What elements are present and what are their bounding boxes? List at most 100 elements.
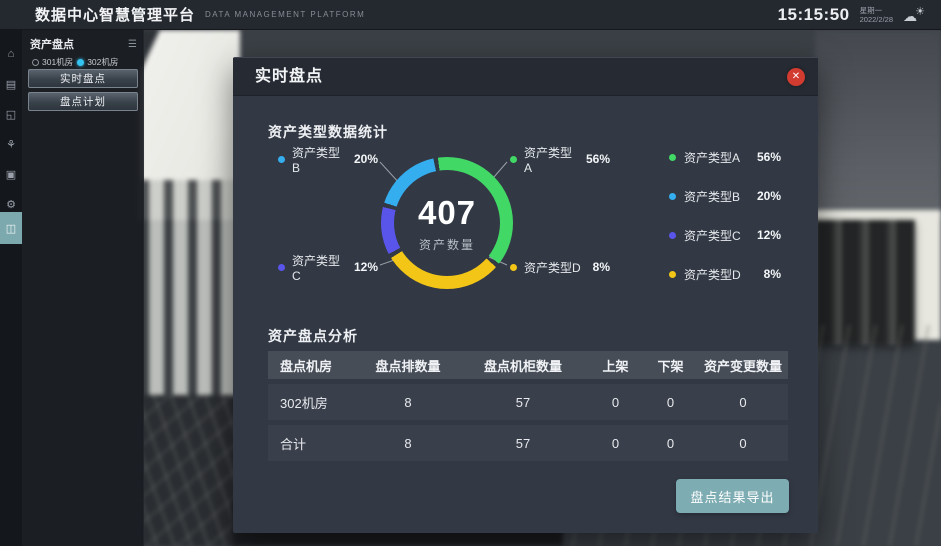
legend-a-percent: 56% <box>756 150 781 164</box>
asset-inventory-panel: 资产盘点 ☰ 301机房 302机房 实时盘点 盘点计划 <box>22 30 144 546</box>
modal-titlebar: 实时盘点 <box>233 58 818 96</box>
legend-item-b: 资产类型B 20% <box>669 188 781 204</box>
clock: 15:15:50 <box>777 4 850 24</box>
cell-mounted: 0 <box>611 394 620 410</box>
col-cabinets: 盘点机柜数量 <box>483 358 562 374</box>
home-icon: ⌂ <box>7 48 15 60</box>
legend-c-label: 资产类型C <box>684 228 741 243</box>
panel-title-row: 资产盘点 ☰ <box>30 36 137 52</box>
sidebar-item-assets[interactable]: ◫ <box>0 212 22 244</box>
header-right: 15:15:50 星期一 2022/2/28 ☀ ☁ <box>778 5 941 25</box>
legend-c-dot-icon <box>669 231 676 239</box>
cell-cabinets: 57 <box>515 435 531 451</box>
type-c-label: 资产类型C <box>292 253 341 283</box>
close-icon[interactable]: ✕ <box>787 68 805 86</box>
legend-d-dot-icon <box>669 270 676 278</box>
sidebar-item-racks[interactable]: ▤ <box>0 72 22 96</box>
room-radio-group: 301机房 302机房 <box>32 56 118 68</box>
page-title: 数据中心智慧管理平台 <box>35 7 196 24</box>
legend-item-c: 资产类型C 12% <box>669 227 781 243</box>
robot-icon: ▣ <box>5 168 17 181</box>
room-302-label: 302机房 <box>87 57 119 67</box>
top-header: 数据中心智慧管理平台 DATA MANAGEMENT PLATFORM 15:1… <box>0 0 941 30</box>
radio-room-302[interactable]: 302机房 <box>77 56 118 68</box>
asset-total-label: 资产数量 <box>418 237 475 252</box>
cell-rows: 8 <box>404 435 412 451</box>
type-c-percent: 12% <box>353 260 378 274</box>
inventory-plan-button[interactable]: 盘点计划 <box>28 92 138 111</box>
cell-room: 302机房 <box>280 395 328 411</box>
sidebar-icon-rail: ☰ ⌂ ▤ ◱ ⚘ ▣ ⚙ ◫ <box>0 0 22 546</box>
scene-floor-grid <box>140 395 240 546</box>
legend-a-dot-icon <box>669 153 676 161</box>
weekday-label: 星期一 <box>859 5 883 15</box>
asset-box-icon: ◫ <box>5 222 17 235</box>
filter-list-icon[interactable]: ☰ <box>128 38 137 50</box>
realtime-inventory-modal: 实时盘点 ✕ 资产类型数据统计 407 资产数量 资产类型B 20% 资产类型A <box>233 57 818 533</box>
callout-type-a: 资产类型A 56% <box>510 146 610 175</box>
cell-unmounted: 0 <box>666 394 675 410</box>
legend-item-a: 资产类型A 56% <box>669 149 781 165</box>
type-b-dot-icon <box>278 155 285 163</box>
chart-section-title: 资产类型数据统计 <box>268 124 388 140</box>
legend-b-percent: 20% <box>756 189 781 203</box>
cell-cabinets: 57 <box>515 394 531 410</box>
callout-type-b: 资产类型B 20% <box>278 146 378 175</box>
donut-ring: 407 资产数量 <box>381 157 513 289</box>
sidebar-item-robot[interactable]: ▣ <box>0 162 22 186</box>
export-results-button[interactable]: 盘点结果导出 <box>676 479 789 513</box>
table-section-title: 资产盘点分析 <box>268 328 358 344</box>
type-d-dot-icon <box>510 263 517 271</box>
legend-item-d: 资产类型D 8% <box>669 266 781 282</box>
sidebar-item-plant[interactable]: ⚘ <box>0 132 22 156</box>
monitor-icon: ◱ <box>5 108 17 121</box>
rack-icon: ▤ <box>5 78 17 91</box>
radio-unselected-icon <box>32 58 39 66</box>
scene-fence-left <box>140 180 240 420</box>
table-row-total: 合计 8 57 0 0 0 <box>268 425 788 461</box>
type-d-label: 资产类型D <box>524 260 581 275</box>
cloud-icon: ☁ <box>903 7 917 24</box>
cell-changes: 0 <box>739 435 747 451</box>
legend-a-label: 资产类型A <box>684 150 741 165</box>
callout-type-c: 资产类型C 12% <box>278 254 378 283</box>
type-d-percent: 8% <box>592 260 610 274</box>
room-301-label: 301机房 <box>42 57 74 67</box>
col-mounted: 上架 <box>602 358 629 374</box>
sidebar-item-monitor[interactable]: ◱ <box>0 102 22 126</box>
cell-mounted: 0 <box>611 435 620 451</box>
date-label: 2022/2/28 <box>859 14 893 24</box>
col-unmounted: 下架 <box>657 358 684 374</box>
type-b-label: 资产类型B <box>292 145 341 175</box>
date-block: 星期一 2022/2/28 <box>860 6 893 24</box>
panel-title: 资产盘点 <box>30 39 74 51</box>
type-a-dot-icon <box>510 155 517 163</box>
legend-d-percent: 8% <box>763 267 781 281</box>
scene-ceiling-right <box>815 30 941 220</box>
weather-icon[interactable]: ☀ ☁ <box>903 5 927 25</box>
radio-room-301[interactable]: 301机房 <box>32 56 73 68</box>
sun-icon: ☀ <box>915 5 925 18</box>
legend-b-dot-icon <box>669 192 676 200</box>
realtime-inventory-button[interactable]: 实时盘点 <box>28 69 138 88</box>
donut-center: 407 资产数量 <box>394 170 500 276</box>
modal-title: 实时盘点 <box>255 68 324 85</box>
legend-b-label: 资产类型B <box>684 189 741 204</box>
sidebar-item-gear[interactable]: ⚙ <box>0 192 22 216</box>
cell-changes: 0 <box>739 394 747 410</box>
callout-type-d: 资产类型D 8% <box>510 259 610 275</box>
asset-total-value: 407 <box>417 193 477 231</box>
type-a-label: 资产类型A <box>524 145 573 175</box>
legend-c-percent: 12% <box>756 228 781 242</box>
sidebar-item-home[interactable]: ⌂ <box>0 42 22 66</box>
legend-d-label: 资产类型D <box>684 267 741 282</box>
cell-rows: 8 <box>404 394 412 410</box>
table-header-row: 盘点机房 盘点排数量 盘点机柜数量 上架 下架 资产变更数量 <box>268 351 788 379</box>
type-c-dot-icon <box>278 263 285 271</box>
col-changes: 资产变更数量 <box>703 358 782 374</box>
cell-unmounted: 0 <box>666 435 675 451</box>
col-room: 盘点机房 <box>280 358 333 374</box>
col-rows: 盘点排数量 <box>375 358 441 374</box>
table-row: 302机房 8 57 0 0 0 <box>268 384 788 420</box>
